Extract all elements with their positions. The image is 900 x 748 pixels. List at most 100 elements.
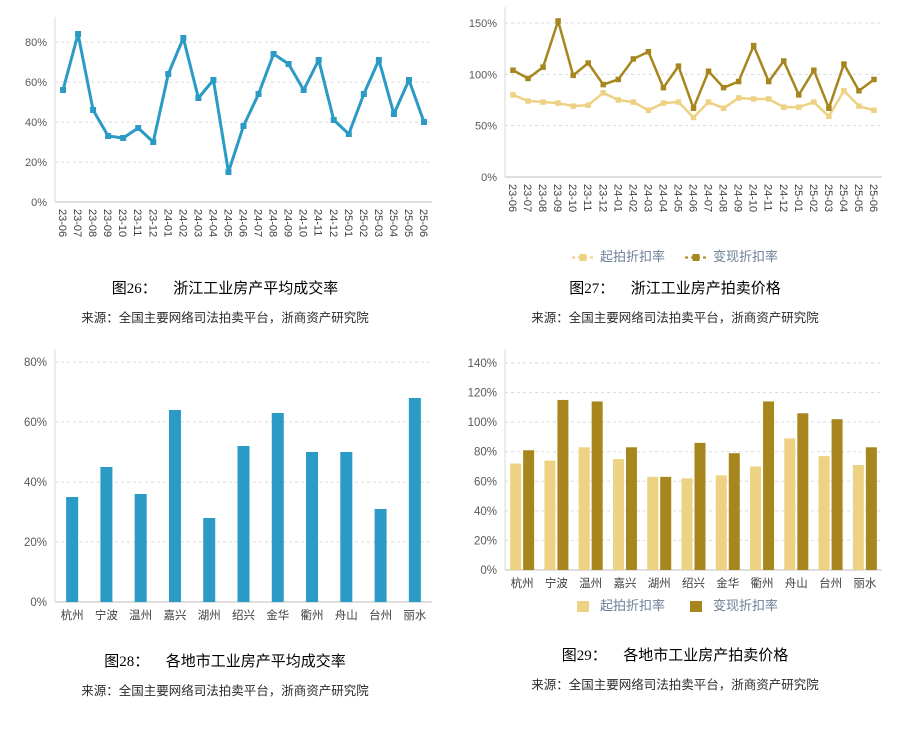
- y-tick-label: 80%: [24, 357, 47, 369]
- x-tick-label: 25-02: [807, 184, 819, 212]
- bar: [100, 467, 113, 602]
- data-point-marker: [540, 64, 546, 70]
- chart-27-canvas: 0%50%100%150%23-06 23-07 23-08 23-09 23-10 23…: [469, 7, 882, 212]
- chart-28-canvas: 0% 20% 40% 60% 80% 杭州 宁波 温州 嘉兴 湖州 绍兴 金华 衢州 舟山 台州 丽水: [24, 349, 432, 622]
- series-line-变现折扣率: [511, 19, 876, 110]
- data-point-marker: [826, 105, 832, 111]
- data-point-marker: [781, 58, 787, 64]
- data-point-marker: [405, 77, 412, 83]
- x-tick-label: 24-02: [626, 184, 638, 212]
- data-point-marker: [150, 139, 157, 145]
- data-point-marker: [690, 114, 697, 121]
- data-point-marker: [570, 72, 576, 79]
- figure-27: 0% 50% 100% 150% 23-06 23-07 23-08 23-09 23-10 23…: [450, 0, 900, 345]
- figure-26-caption: 图26： 浙江工业房产平均成交率: [112, 280, 339, 298]
- x-tick-label: 24-06: [687, 184, 699, 212]
- y-tick-label: 0%: [30, 597, 47, 609]
- data-point-marker: [781, 104, 787, 110]
- x-tick-label: 23-12: [146, 209, 158, 237]
- figure-29-number: 图29：: [561, 648, 607, 664]
- x-tick-label: 24-06: [237, 209, 249, 237]
- chart-29-canvas: 0% 20% 40% 60% 80% 100% 120% 140% 杭州 宁波 温州 嘉兴 湖州 绍兴 金华…: [468, 349, 882, 590]
- x-tick-label: 23-09: [101, 209, 113, 237]
- data-point-marker: [871, 76, 877, 83]
- data-point-marker: [90, 107, 97, 113]
- data-point-marker: [765, 96, 772, 102]
- data-point-marker: [720, 84, 727, 91]
- bar-变现折扣率: [763, 401, 775, 570]
- x-tick-label: 25-05: [852, 184, 864, 212]
- data-point-marker: [705, 99, 712, 105]
- x-tick-label: 台州: [819, 576, 842, 590]
- bar-变现折扣率: [797, 413, 809, 570]
- data-point-marker: [240, 123, 247, 129]
- x-tick-label: 24-10: [297, 209, 309, 237]
- x-tick-label: 丽水: [403, 609, 426, 622]
- bar: [66, 497, 79, 602]
- x-tick-label: 25-06: [417, 209, 429, 237]
- y-tick-label: 0%: [31, 197, 47, 209]
- x-tick-label: 25-01: [792, 184, 804, 212]
- data-point-marker: [105, 133, 112, 139]
- bar-起拍折扣率: [681, 478, 693, 570]
- data-point-marker: [735, 95, 742, 101]
- legend-label: 变现折扣率: [713, 598, 779, 613]
- data-point-marker: [841, 88, 847, 94]
- x-tick-label: 23-09: [551, 184, 563, 212]
- bar-起拍折扣率: [647, 476, 659, 570]
- legend-label: 起拍折扣率: [599, 249, 665, 264]
- x-tick-label: 25-02: [357, 209, 369, 237]
- figure-27-number: 图27：: [569, 281, 615, 297]
- x-tick-label: 24-04: [206, 209, 218, 237]
- bar-起拍折扣率: [784, 438, 796, 570]
- figure-29-title: 各地市工业房产拍卖价格: [623, 648, 789, 664]
- x-tick-label: 宁波: [545, 576, 568, 590]
- data-point-marker: [375, 57, 382, 63]
- data-point-marker: [585, 60, 591, 66]
- figure-27-caption: 图27： 浙江工业房产拍卖价格: [569, 280, 781, 298]
- figure-26-source: 来源：全国主要网络司法拍卖平台，浙商资产研究院: [81, 311, 369, 325]
- x-tick-label: 绍兴: [682, 576, 705, 590]
- data-point-marker: [555, 100, 561, 106]
- figure-27-source: 来源：全国主要网络司法拍卖平台，浙商资产研究院: [531, 311, 819, 325]
- y-tick-label: 40%: [24, 477, 47, 489]
- x-tick-label: 金华: [716, 576, 739, 590]
- y-tick-label: 20%: [25, 157, 47, 169]
- x-tick-label: 嘉兴: [163, 609, 186, 622]
- bar-变现折扣率: [557, 399, 569, 570]
- x-tick-label: 舟山: [785, 576, 808, 590]
- data-point-marker: [600, 81, 606, 88]
- legend-marker-icon: [690, 600, 702, 612]
- data-point-marker: [645, 48, 652, 55]
- data-point-marker: [120, 135, 127, 141]
- data-point-marker: [555, 18, 561, 24]
- x-tick-label: 23-11: [131, 209, 143, 236]
- data-point-marker: [525, 98, 531, 104]
- data-point-marker: [645, 107, 652, 114]
- data-point-marker: [585, 102, 591, 108]
- bar: [340, 452, 353, 602]
- legend-item: 变现折扣率: [685, 596, 778, 616]
- data-point-marker: [165, 71, 172, 77]
- legend-item: 变现折扣率: [685, 247, 778, 267]
- figure-29-source: 来源：全国主要网络司法拍卖平台，浙商资产研究院: [531, 678, 819, 692]
- figure-29-legend: 起拍折扣率 变现折扣率: [572, 596, 778, 616]
- data-point-marker: [630, 56, 637, 62]
- x-tick-label: 温州: [579, 576, 602, 590]
- bar-变现折扣率: [865, 447, 877, 570]
- y-tick-label: 20%: [474, 535, 497, 547]
- legend-item: 起拍折扣率: [572, 596, 665, 616]
- data-point-marker: [826, 113, 832, 120]
- y-tick-label: 60%: [24, 417, 47, 429]
- data-point-marker: [180, 35, 187, 41]
- data-point-marker: [360, 91, 367, 97]
- x-tick-label: 23-07: [521, 184, 533, 212]
- x-tick-label: 杭州: [511, 576, 534, 590]
- bar-起拍折扣率: [544, 460, 556, 570]
- series-line-平均成交率: [61, 32, 426, 174]
- bar-变现折扣率: [591, 401, 603, 570]
- figure-26: 0% 20% 40% 60% 80% 23-06 23-07 23-08 23-09 23-10 2…: [0, 0, 450, 345]
- data-point-marker: [705, 68, 712, 75]
- data-point-marker: [421, 119, 427, 125]
